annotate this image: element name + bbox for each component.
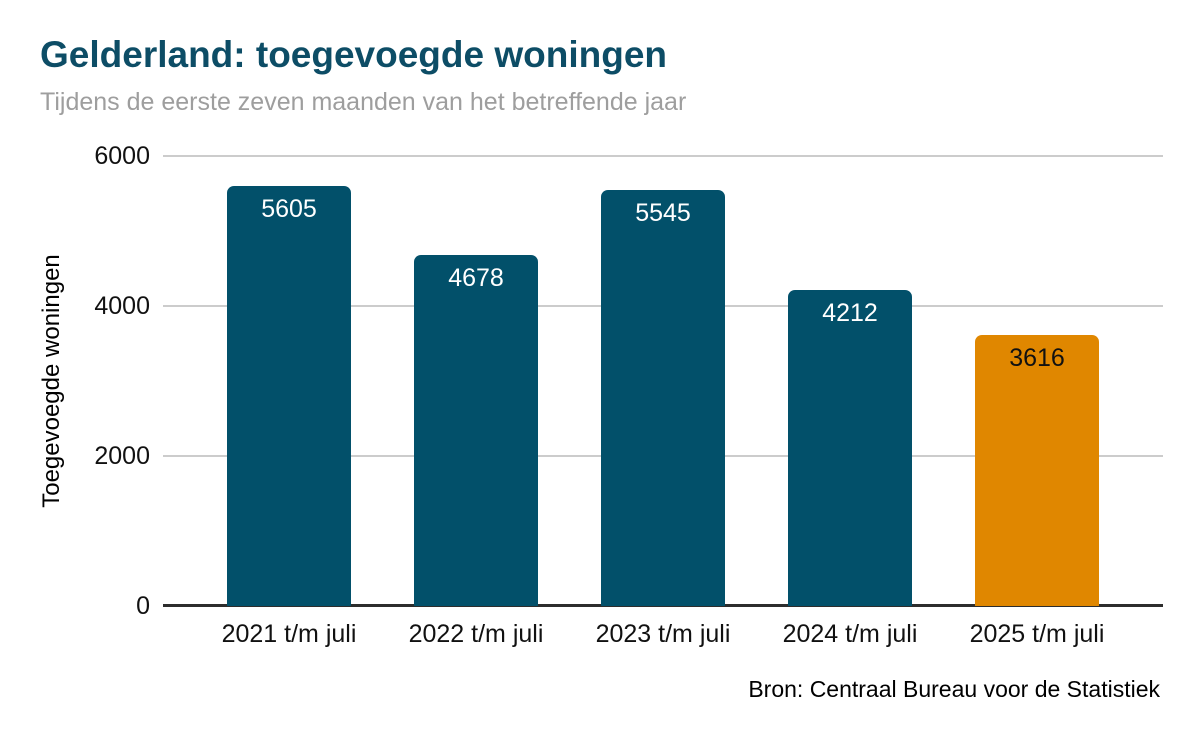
bar-value-label: 5605 <box>261 194 317 223</box>
chart-title: Gelderland: toegevoegde woningen <box>40 34 668 75</box>
y-tick-label: 2000 <box>94 442 150 470</box>
x-tick-label: 2025 t/m juli <box>969 620 1105 648</box>
bar-2025 t/m juli: 3616 <box>975 334 1099 606</box>
x-tick-label: 2024 t/m juli <box>782 620 918 648</box>
bar-value-label: 3616 <box>1009 343 1065 372</box>
bar-2022 t/m juli: 4678 <box>414 255 538 606</box>
gridline <box>163 155 1163 157</box>
chart-subtitle: Tijdens de eerste zeven maanden van het … <box>40 88 687 116</box>
bar-value-label: 4678 <box>448 264 504 293</box>
bar-value-label: 5545 <box>635 199 691 228</box>
y-tick-label: 4000 <box>94 292 150 320</box>
y-tick-label: 0 <box>136 592 150 620</box>
bar-2024 t/m juli: 4212 <box>788 290 912 606</box>
bar-value-label: 4212 <box>822 299 878 328</box>
bar-2021 t/m juli: 5605 <box>227 185 351 606</box>
x-tick-label: 2023 t/m juli <box>595 620 731 648</box>
y-tick-label: 6000 <box>94 142 150 170</box>
x-tick-label: 2021 t/m juli <box>221 620 357 648</box>
bar-2023 t/m juli: 5545 <box>601 190 725 606</box>
source-note: Bron: Centraal Bureau voor de Statistiek <box>748 676 1160 702</box>
x-tick-label: 2022 t/m juli <box>408 620 544 648</box>
plot-area: 5605 4678 5545 4212 3616 <box>163 155 1163 607</box>
